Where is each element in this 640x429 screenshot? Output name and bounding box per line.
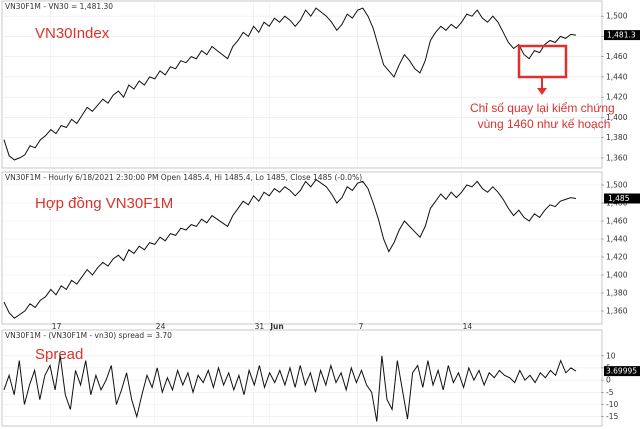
y-tick-label: 1,360	[606, 307, 628, 316]
annotation-line-2: vùng 1460 như kế hoạch	[478, 117, 611, 131]
panel-2-grid	[3, 172, 601, 324]
x-tick-label: 14	[463, 322, 473, 331]
y-tick-label: 1,500	[606, 181, 628, 190]
y-tick-label: 1,500	[606, 12, 628, 21]
spread-line	[3, 355, 577, 422]
panel-3-y-ticks: -15-10-50510	[601, 351, 618, 421]
x-tick-label: 17	[52, 322, 62, 331]
highlight-box	[517, 44, 568, 79]
y-tick-label: -5	[606, 388, 614, 397]
panel-2-last-value-badge: 1,485	[604, 193, 640, 204]
panel-1-last-value-badge: 1,481.3	[604, 30, 640, 41]
panel-3-frame	[1, 329, 603, 427]
x-tick-label: 7	[359, 322, 364, 331]
y-tick-label: 1,440	[606, 235, 628, 244]
y-tick-label: 0	[606, 376, 611, 385]
x-tick-label: 31	[255, 322, 265, 331]
y-tick-label: 1,400	[606, 271, 628, 280]
y-tick-label: 1,400	[606, 113, 628, 122]
panel-2-frame	[1, 171, 603, 325]
y-tick-label: -15	[606, 412, 618, 421]
y-tick-label: 1,420	[606, 93, 628, 102]
panel-1-header: VN30F1M - VN30 = 1,481.30	[5, 2, 113, 11]
panel-1-last-value: 1,481.3	[607, 31, 636, 40]
panel-3-grid	[3, 330, 601, 426]
vn30index-title: VN30Index	[35, 25, 110, 42]
x-tick-label: Jun	[269, 322, 283, 331]
panel-1-frame	[1, 0, 603, 169]
annotation-text: Chỉ số quay lại kiểm chứng vùng 1460 như…	[470, 101, 618, 131]
panel-2-last-value: 1,485	[608, 194, 630, 203]
x-axis-ticks: 17 24 31 Jun 7 14	[52, 322, 473, 331]
y-tick-label: 1,460	[606, 52, 628, 61]
spread-title: Spread	[35, 346, 83, 363]
vn30index-line	[3, 7, 577, 161]
x-tick-label: 24	[156, 322, 166, 331]
panel-3-last-value-badge: 3.69995	[604, 366, 640, 377]
y-tick-label: 1,360	[606, 153, 628, 162]
y-tick-label: 10	[606, 351, 616, 360]
y-tick-label: 1,420	[606, 253, 628, 262]
annotation-arrow-head	[537, 88, 547, 95]
y-tick-label: 1,440	[606, 72, 628, 81]
y-tick-label: 1,380	[606, 289, 628, 298]
y-tick-label: -10	[606, 400, 618, 409]
panel-3-last-value: 3.69995	[606, 367, 637, 376]
y-tick-label: 1,460	[606, 217, 628, 226]
panel-2-header: VN30F1M - Hourly 6/18/2021 2:30:00 PM Op…	[5, 173, 362, 182]
vn30f1m-title: Hợp đồng VN30F1M	[35, 195, 173, 212]
panel-3-header: VN30F1M - (VN30F1M - vn30) spread = 3.70	[5, 331, 172, 340]
y-tick-label: 1,380	[606, 133, 628, 142]
vn30f1m-line	[3, 178, 577, 319]
annotation-line-1: Chỉ số quay lại kiểm chứng	[470, 101, 615, 115]
